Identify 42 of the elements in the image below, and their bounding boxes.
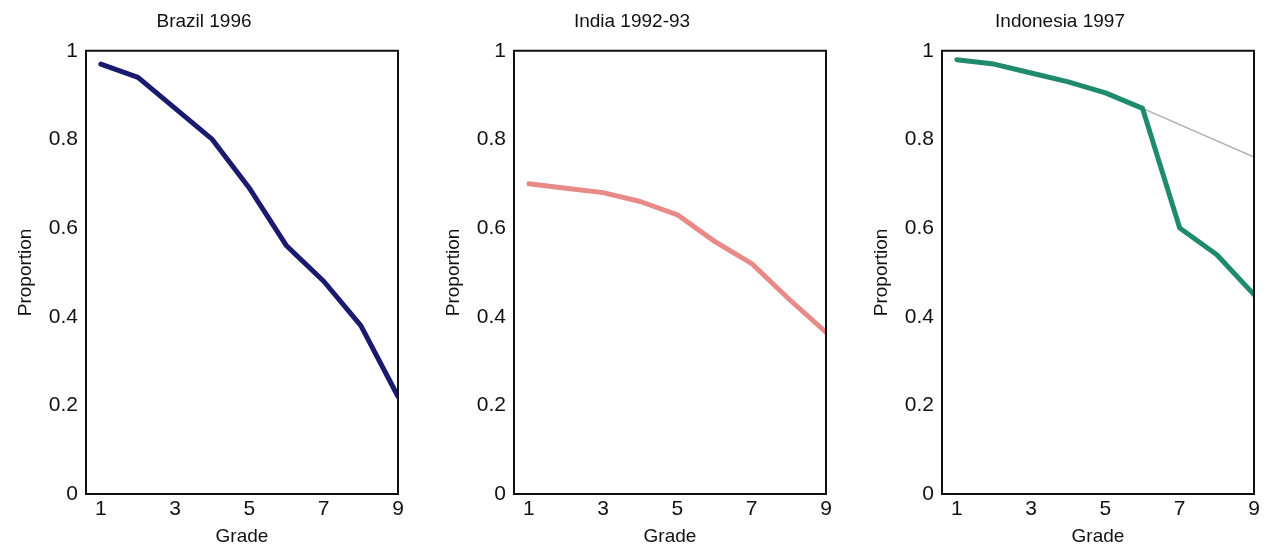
y-tick-label: 0.2 <box>476 392 506 416</box>
x-tick-label: 7 <box>317 496 330 520</box>
x-tick-label: 3 <box>597 496 609 520</box>
chart-title: India 1992-93 <box>573 9 691 31</box>
x-tick-label: 9 <box>1248 496 1260 520</box>
x-tick-label: 1 <box>95 496 107 520</box>
x-tick-label: 9 <box>392 496 404 520</box>
y-tick-label: 0 <box>66 480 78 504</box>
x-tick-label: 3 <box>1025 496 1037 520</box>
x-tick-label: 5 <box>671 496 684 520</box>
x-tick-label: 9 <box>820 496 832 520</box>
y-tick-label: 0.8 <box>48 126 78 150</box>
x-tick-label: 5 <box>243 496 256 520</box>
x-tick-label: 3 <box>169 496 181 520</box>
y-tick-label: 1 <box>66 37 78 61</box>
y-tick-label: 0 <box>922 480 934 504</box>
y-tick-label: 0.8 <box>904 126 934 150</box>
y-tick-label: 0.8 <box>476 126 506 150</box>
y-tick-label: 0.2 <box>904 392 934 416</box>
y-tick-label: 0.6 <box>48 214 78 238</box>
y-tick-label: 0.6 <box>904 214 934 238</box>
x-axis-title: Grade <box>215 524 269 546</box>
x-axis-title: Grade <box>643 524 697 546</box>
x-tick-label: 1 <box>951 496 963 520</box>
x-tick-label: 1 <box>523 496 535 520</box>
y-tick-label: 0.6 <box>476 214 506 238</box>
chart-title: Indonesia 1997 <box>995 9 1125 31</box>
y-axis-title: Proportion <box>13 228 35 317</box>
y-tick-label: 0.4 <box>904 303 935 327</box>
y-tick-label: 1 <box>494 37 506 61</box>
y-tick-label: 1 <box>922 37 934 61</box>
x-tick-label: 7 <box>1173 496 1186 520</box>
y-tick-label: 0.4 <box>48 303 79 327</box>
y-tick-label: 0 <box>494 480 506 504</box>
y-tick-label: 0.4 <box>476 303 507 327</box>
x-tick-label: 7 <box>745 496 758 520</box>
y-axis-title: Proportion <box>869 228 891 317</box>
x-axis-title: Grade <box>1071 524 1125 546</box>
chart-title: Brazil 1996 <box>156 9 252 31</box>
y-axis-title: Proportion <box>441 228 463 317</box>
y-tick-label: 0.2 <box>48 392 78 416</box>
x-tick-label: 5 <box>1099 496 1112 520</box>
